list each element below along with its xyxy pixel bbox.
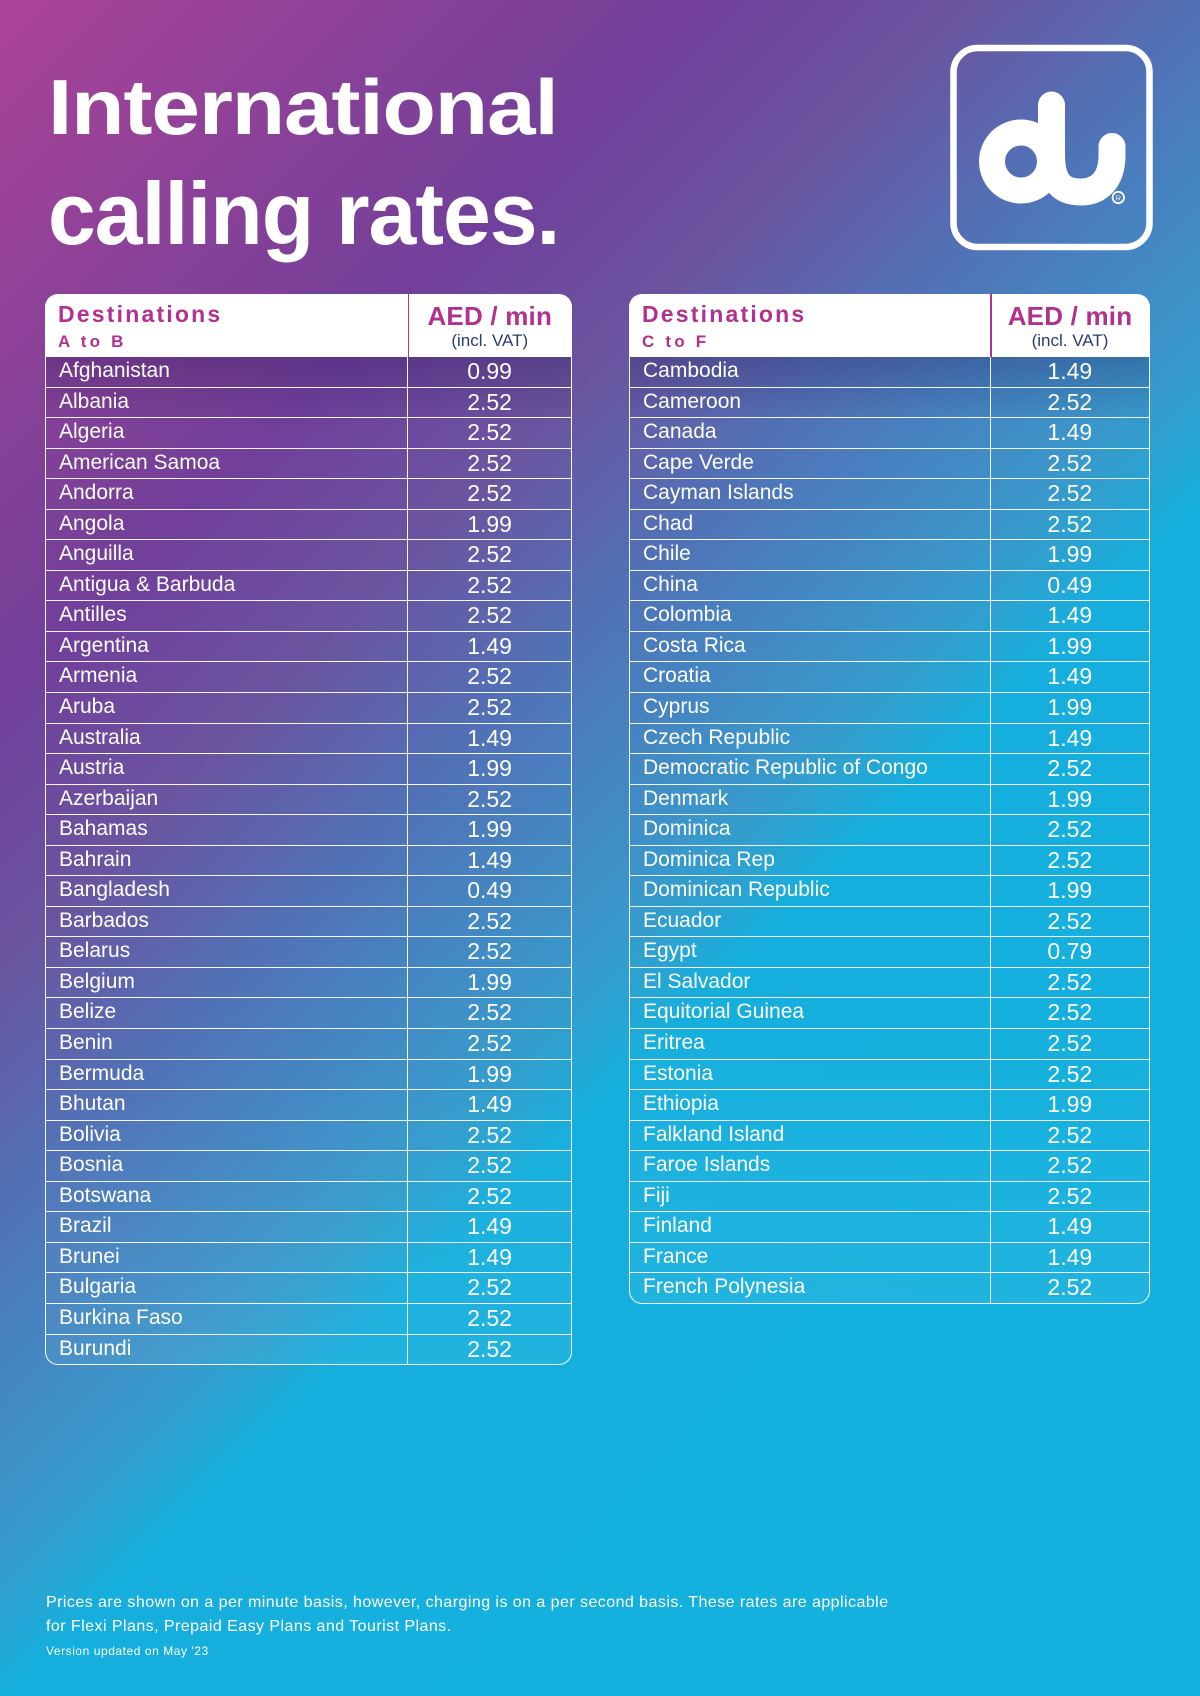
- svg-text:R: R: [1116, 194, 1122, 203]
